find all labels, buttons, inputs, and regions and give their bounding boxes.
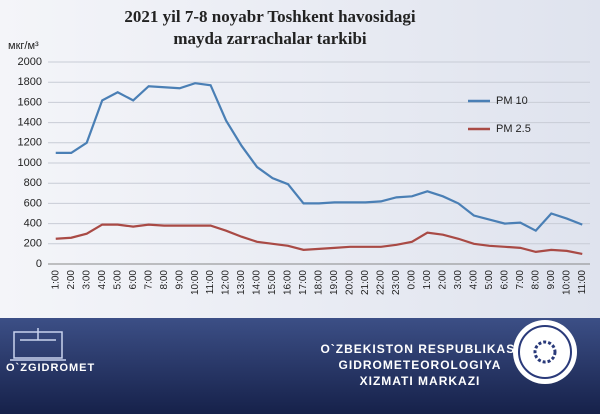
x-tick-label: 6:00 <box>128 270 139 290</box>
x-tick-label: 2:00 <box>66 270 77 290</box>
y-tick-label: 1400 <box>18 117 42 129</box>
y-tick-label: 1000 <box>18 157 42 169</box>
x-tick-label: 5:00 <box>112 270 123 290</box>
series-line <box>55 223 583 255</box>
x-tick-label: 16:00 <box>283 270 294 295</box>
x-tick-label: 3:00 <box>81 270 92 290</box>
y-axis-label: мкг/м³ <box>8 40 39 52</box>
x-tick-label: 11:00 <box>577 270 588 295</box>
footer-band <box>0 318 600 414</box>
y-tick-label: 1800 <box>18 76 42 88</box>
x-tick-label: 7:00 <box>515 270 526 290</box>
legend-label: PM 2.5 <box>496 123 531 135</box>
y-tick-label: 1200 <box>18 137 42 149</box>
x-tick-label: 10:00 <box>190 270 201 295</box>
y-tick-label: 2000 <box>18 56 42 68</box>
x-tick-label: 20:00 <box>345 270 356 295</box>
x-tick-label: 10:00 <box>561 270 572 295</box>
x-tick-label: 2:00 <box>438 270 449 290</box>
logo-text: O`ZGIDROMET <box>6 362 95 374</box>
footer-line: GIDROMETEOROLOGIYA <box>339 358 502 372</box>
y-tick-label: 0 <box>36 258 42 270</box>
y-tick-label: 600 <box>24 197 42 209</box>
x-tick-label: 6:00 <box>499 270 510 290</box>
x-tick-label: 14:00 <box>252 270 263 295</box>
x-tick-label: 13:00 <box>236 270 247 295</box>
x-tick-label: 18:00 <box>314 270 325 295</box>
chart-subtitle: mayda zarrachalar tarkibi <box>173 29 367 48</box>
x-tick-label: 19:00 <box>329 270 340 295</box>
x-tick-label: 9:00 <box>174 270 185 290</box>
x-tick-label: 21:00 <box>360 270 371 295</box>
x-tick-label: 8:00 <box>530 270 541 290</box>
x-tick-label: 22:00 <box>376 270 387 295</box>
x-tick-label: 9:00 <box>546 270 557 290</box>
x-tick-label: 23:00 <box>391 270 402 295</box>
y-tick-label: 400 <box>24 218 42 230</box>
x-tick-label: 4:00 <box>97 270 108 290</box>
x-tick-label: 3:00 <box>453 270 464 290</box>
logo <box>10 320 577 384</box>
x-tick-label: 8:00 <box>159 270 170 290</box>
x-tick-label: 1:00 <box>50 270 61 290</box>
x-tick-label: 1:00 <box>422 270 433 290</box>
x-tick-label: 17:00 <box>298 270 309 295</box>
y-tick-label: 200 <box>24 238 42 250</box>
chart-title: 2021 yil 7-8 noyabr Toshkent havosidagi <box>124 7 415 26</box>
footer-line: XIZMATI MARKAZI <box>360 374 481 388</box>
x-tick-label: 7:00 <box>143 270 154 290</box>
y-tick-label: 1600 <box>18 96 42 108</box>
legend-label: PM 10 <box>496 95 528 107</box>
x-tick-label: 0:00 <box>407 270 418 290</box>
series-line <box>55 82 583 233</box>
y-tick-label: 800 <box>24 177 42 189</box>
x-tick-label: 11:00 <box>205 270 216 295</box>
x-tick-label: 12:00 <box>221 270 232 295</box>
x-tick-label: 4:00 <box>468 270 479 290</box>
footer-line: O`ZBEKISTON RESPUBLIKASI <box>320 342 519 356</box>
x-tick-label: 15:00 <box>267 270 278 295</box>
x-tick-label: 5:00 <box>484 270 495 290</box>
